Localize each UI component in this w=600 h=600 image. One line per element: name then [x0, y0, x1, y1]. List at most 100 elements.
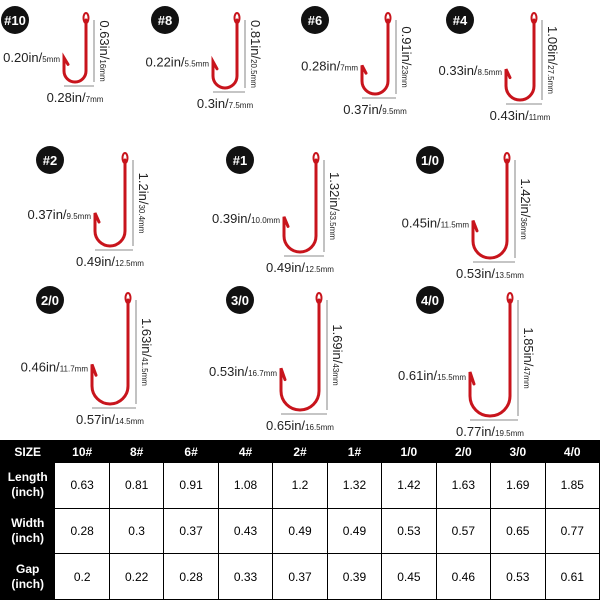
length-label-in: 0.81in/ — [248, 20, 263, 59]
dimension-line — [506, 20, 543, 105]
width-label: 0.65in/16.5mm — [266, 418, 334, 433]
gap-label-mm: 10.0mm — [251, 216, 280, 225]
value-cell: 0.81 — [108, 462, 165, 509]
length-label-mm: 41.5mm — [140, 357, 149, 386]
length-label: 1.69in/43mm — [330, 324, 345, 386]
gap-label-in: 0.53in/ — [209, 364, 248, 379]
gap-label-mm: 5.5mm — [185, 59, 210, 68]
row-label-name: Gap — [16, 561, 40, 576]
length-label-mm: 36mm — [519, 217, 528, 240]
width-label: 0.43in/11mm — [490, 108, 551, 123]
value-cell: 0.37 — [272, 553, 328, 600]
header-cell: 1# — [326, 439, 383, 464]
dimension-line — [473, 160, 516, 263]
length-label: 0.81in/20.5mm — [248, 20, 263, 88]
gap-label-in: 0.45in/ — [402, 215, 441, 230]
size-badge — [151, 6, 179, 34]
length-label: 1.85in/47mm — [521, 327, 536, 389]
gap-label-in: 0.46in/ — [21, 360, 60, 375]
size-label: #10 — [4, 13, 26, 28]
row-label-unit: (inch) — [11, 576, 45, 591]
gap-label-mm: 11.5mm — [441, 220, 470, 229]
gap-label-mm: 16.7mm — [248, 369, 277, 378]
length-label-mm: 33.5mm — [328, 211, 337, 240]
length-label-mm: 27.5mm — [546, 65, 555, 94]
value-cell: 0.49 — [326, 507, 383, 555]
value-cell: 0.46 — [435, 553, 492, 600]
length-label-in: 1.85in/ — [521, 327, 536, 366]
width-label-in: 0.49in/ — [76, 254, 115, 269]
header-cell: 2/0 — [435, 439, 492, 464]
width-label-mm: 12.5mm — [115, 259, 144, 268]
width-label-in: 0.57in/ — [76, 412, 115, 427]
header-row: SIZE 10# 8# 6# 4# 2# 1# 1/0 2/0 3/0 4/0 — [0, 439, 600, 464]
hook-eye — [233, 12, 241, 24]
width-label-mm: 19.5mm — [495, 429, 524, 438]
value-cell: 0.49 — [272, 507, 328, 555]
width-label-in: 0.77in/ — [456, 424, 495, 439]
header-cell: 4/0 — [544, 439, 600, 464]
value-cell: 0.91 — [163, 462, 219, 509]
row-label-unit: (inch) — [11, 485, 45, 500]
value-cell: 0.37 — [163, 507, 219, 555]
width-label: 0.77in/19.5mm — [456, 424, 524, 439]
width-label: 0.3in/7.5mm — [197, 96, 254, 111]
width-label: 0.49in/12.5mm — [76, 254, 144, 269]
length-label-mm: 30.4mm — [137, 204, 146, 233]
data-row: Length (inch) 0.63 0.81 0.91 1.08 1.2 1.32 1.42 1… — [0, 462, 600, 509]
value-cell: 0.77 — [544, 507, 600, 555]
gap-label-in: 0.20in/ — [3, 50, 42, 65]
width-label-mm: 14.5mm — [115, 417, 144, 426]
size-label: 2/0 — [41, 293, 59, 308]
value-cell: 0.43 — [217, 507, 274, 555]
length-label: 1.32in/33.5mm — [327, 172, 342, 240]
gap-label-in: 0.61in/ — [398, 368, 437, 383]
header-cell: 6# — [163, 439, 219, 464]
data-row: Width (inch) 0.28 0.3 0.37 0.43 0.49 0.49 0.53 0.… — [0, 507, 600, 555]
dimension-line — [92, 300, 137, 409]
gap-label: 0.28in/7mm — [301, 59, 358, 74]
size-badge — [416, 286, 444, 314]
width-label-mm: 16.5mm — [305, 423, 334, 432]
value-cell: 1.63 — [435, 462, 492, 509]
length-label-in: 0.63in/ — [97, 20, 112, 59]
size-badge — [301, 6, 329, 34]
gap-label-in: 0.28in/ — [301, 59, 340, 74]
length-label: 0.91in/23mm — [399, 26, 414, 88]
header-cell: SIZE — [0, 439, 56, 464]
gap-label-in: 0.39in/ — [212, 211, 251, 226]
width-label-mm: 7mm — [86, 95, 104, 104]
size-label: #1 — [233, 153, 247, 168]
width-label: 0.49in/12.5mm — [266, 260, 334, 275]
hook — [360, 18, 390, 96]
width-label: 0.57in/14.5mm — [76, 412, 144, 427]
gap-label: 0.20in/5mm — [3, 50, 60, 65]
value-cell: 1.2 — [272, 462, 328, 509]
hook-eye — [530, 12, 538, 24]
size-label: #4 — [453, 13, 468, 28]
width-label: 0.37in/9.5mm — [343, 102, 407, 117]
gap-label: 0.33in/8.5mm — [439, 63, 503, 78]
hook-eye — [82, 12, 90, 24]
value-cell: 0.45 — [381, 553, 437, 600]
hook — [468, 298, 512, 418]
value-cell: 0.39 — [326, 553, 383, 600]
dimension-line — [213, 20, 246, 93]
length-label-mm: 23mm — [400, 65, 409, 88]
length-label: 1.2in/30.4mm — [136, 173, 151, 234]
value-cell: 0.3 — [108, 507, 165, 555]
length-label-mm: 43mm — [331, 363, 340, 386]
width-label-mm: 9.5mm — [382, 107, 407, 116]
value-cell: 0.53 — [490, 553, 546, 600]
size-badge — [226, 286, 254, 314]
width-label-in: 0.3in/ — [197, 96, 229, 111]
value-cell: 0.57 — [435, 507, 492, 555]
length-label: 1.63in/41.5mm — [139, 318, 154, 386]
hook — [282, 158, 318, 254]
size-badge — [36, 146, 64, 174]
value-cell: 0.28 — [54, 507, 110, 555]
length-label-mm: 47mm — [522, 366, 531, 389]
value-cell: 1.42 — [381, 462, 437, 509]
gap-label: 0.37in/9.5mm — [28, 207, 92, 222]
gap-label-in: 0.33in/ — [439, 63, 478, 78]
